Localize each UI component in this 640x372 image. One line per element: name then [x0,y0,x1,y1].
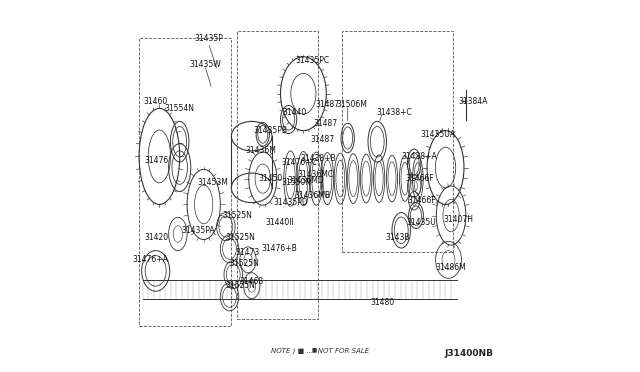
Text: 31435W: 31435W [189,60,221,69]
Text: J31400NB: J31400NB [445,350,493,359]
Text: 31407H: 31407H [444,215,474,224]
Text: 31435PA: 31435PA [181,226,215,235]
Text: 31436MC: 31436MC [298,170,333,179]
Text: NOTE ) ■ .... NOT FOR SALE: NOTE ) ■ .... NOT FOR SALE [271,347,369,353]
Text: 31438+B: 31438+B [300,154,336,163]
Text: 31440II: 31440II [265,218,294,227]
Text: 31436M: 31436M [246,147,276,155]
Text: 31550N: 31550N [281,178,311,187]
Text: 31525N: 31525N [229,259,259,268]
Text: 31487: 31487 [316,100,339,109]
Text: 31453M: 31453M [198,178,228,187]
Text: 31473: 31473 [236,248,260,257]
Text: 3143B: 3143B [385,233,410,242]
Text: 31435PB: 31435PB [253,126,287,135]
Text: 31460: 31460 [143,97,168,106]
Text: 31487: 31487 [314,119,338,128]
Text: 31450: 31450 [258,174,282,183]
Text: 31435U: 31435U [406,218,436,227]
Text: 31554N: 31554N [164,104,195,113]
Text: 31440: 31440 [282,108,307,117]
Text: 31525N: 31525N [226,233,255,242]
Text: 31435PD: 31435PD [273,198,308,207]
Text: 31476+B: 31476+B [262,244,297,253]
Text: 31438+C: 31438+C [376,108,412,117]
Text: 31476+A: 31476+A [132,255,168,264]
Text: 31487: 31487 [311,135,335,144]
Text: 31480: 31480 [371,298,395,307]
Text: 31436MD: 31436MD [287,176,324,185]
Text: 31506M: 31506M [336,100,367,109]
Text: 31435UA: 31435UA [420,130,456,139]
Text: 31525N: 31525N [222,211,252,220]
Text: 31420: 31420 [145,233,168,242]
Text: 31466F: 31466F [407,196,436,205]
Text: 31436MB: 31436MB [294,191,331,200]
Text: 31468: 31468 [239,278,264,286]
Text: 31525N: 31525N [226,281,255,290]
Text: 31435P: 31435P [195,34,223,43]
Text: 31438+A: 31438+A [402,152,438,161]
Text: 31435PC: 31435PC [296,56,330,65]
Text: 31384A: 31384A [458,97,488,106]
Text: ■: ■ [312,348,317,353]
Text: 31486M: 31486M [436,263,467,272]
Text: 31476: 31476 [145,155,168,165]
Text: 31476+C: 31476+C [282,157,317,167]
Text: 31466F: 31466F [405,174,434,183]
